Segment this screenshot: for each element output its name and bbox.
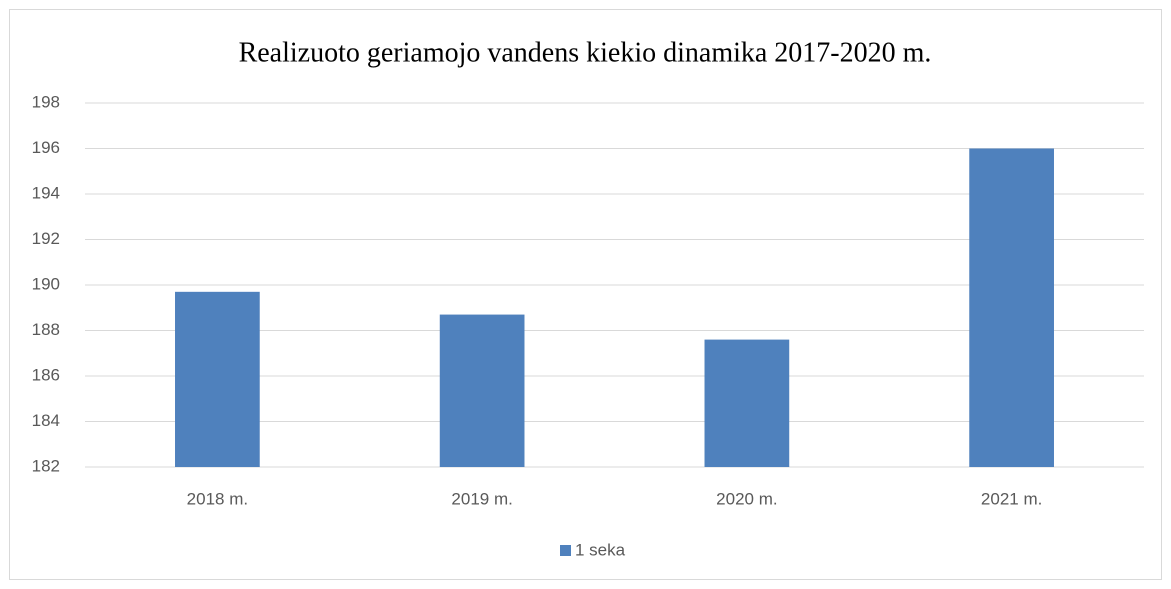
legend-swatch: [560, 545, 571, 556]
x-tick-label: 2021 m.: [981, 489, 1042, 508]
chart-title: Realizuoto geriamojo vandens kiekio dina…: [239, 37, 932, 68]
y-tick-label: 198: [32, 92, 60, 111]
y-tick-label: 196: [32, 138, 60, 157]
x-tick-label: 2019 m.: [451, 489, 512, 508]
bar: [969, 148, 1054, 467]
y-tick-label: 190: [32, 274, 60, 293]
bar: [175, 291, 260, 467]
y-tick-label: 186: [32, 365, 60, 384]
y-tick-label: 188: [32, 320, 60, 339]
y-tick-label: 182: [32, 456, 60, 475]
y-tick-label: 192: [32, 229, 60, 248]
bar: [704, 339, 790, 467]
bar: [439, 314, 525, 467]
x-tick-label: 2018 m.: [187, 489, 248, 508]
legend-label: 1 seka: [575, 540, 626, 559]
y-tick-label: 184: [32, 411, 60, 430]
y-tick-label: 194: [32, 183, 60, 202]
x-tick-label: 2020 m.: [716, 489, 777, 508]
